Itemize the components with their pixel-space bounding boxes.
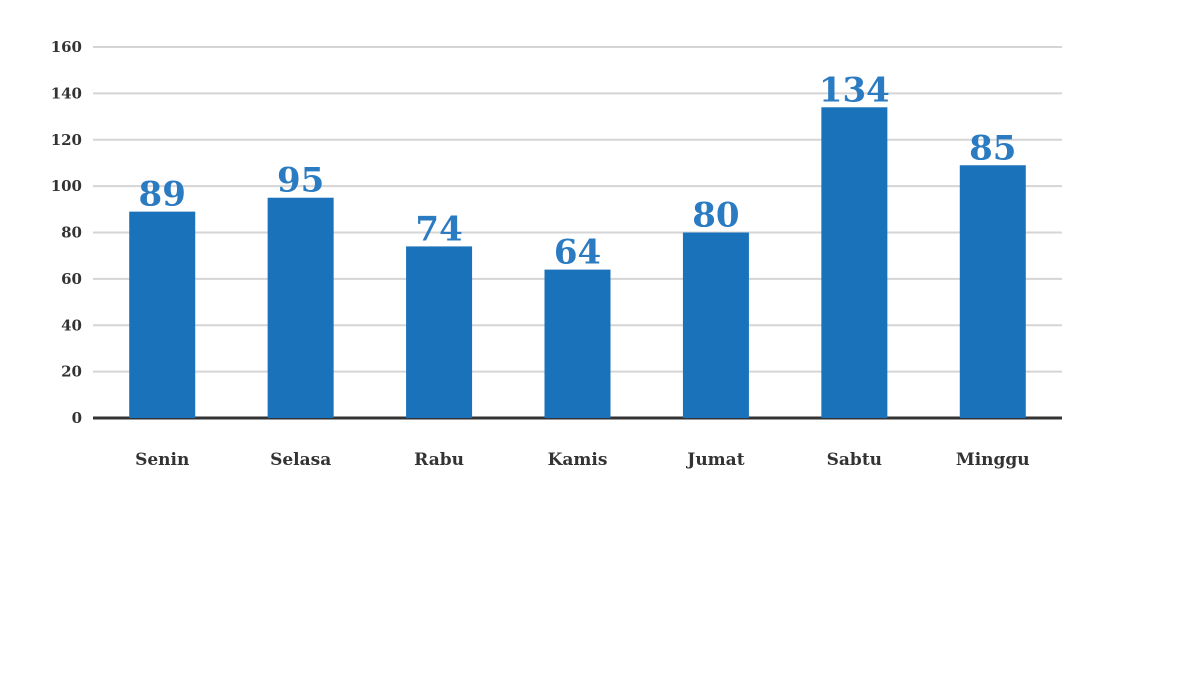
y-tick-label: 120	[51, 131, 82, 149]
data-label-sabtu: 134	[819, 70, 890, 110]
bar-rabu	[406, 246, 473, 418]
x-tick-label-rabu: Rabu	[414, 450, 464, 470]
data-label-senin: 89	[139, 175, 186, 215]
bar-senin	[129, 211, 196, 418]
y-tick-label: 140	[51, 84, 82, 102]
data-label-selasa: 95	[277, 161, 324, 201]
x-tick-label-selasa: Selasa	[270, 450, 331, 470]
x-tick-label-kamis: Kamis	[548, 450, 608, 470]
data-label-minggu: 85	[969, 128, 1016, 168]
y-axis-ticks: 0 20 40 60 80 100 120 140 160	[51, 38, 82, 427]
bar-sabtu	[821, 107, 888, 418]
bars	[129, 107, 1026, 418]
data-label-rabu: 74	[415, 209, 462, 249]
bar-minggu	[959, 165, 1026, 418]
x-tick-label-sabtu: Sabtu	[827, 450, 882, 470]
y-tick-label: 100	[51, 177, 82, 195]
y-tick-label: 40	[61, 316, 82, 334]
y-tick-label: 20	[61, 363, 82, 381]
bar-selasa	[267, 197, 334, 418]
y-tick-label: 80	[61, 224, 82, 242]
x-tick-label-minggu: Minggu	[956, 450, 1030, 470]
bar-jumat	[682, 232, 749, 418]
y-tick-label: 60	[61, 270, 82, 288]
x-axis-ticks: Senin Selasa Rabu Kamis Jumat Sabtu Minggu	[135, 450, 1030, 470]
x-tick-label-jumat: Jumat	[685, 450, 744, 470]
bar-kamis	[544, 269, 611, 418]
data-label-kamis: 64	[554, 233, 601, 273]
x-tick-label-senin: Senin	[135, 450, 189, 470]
data-label-jumat: 80	[692, 196, 739, 236]
y-tick-label: 160	[51, 38, 82, 56]
data-labels: 89 95 74 64 80 134 85	[139, 70, 1017, 272]
y-tick-label: 0	[72, 409, 82, 427]
